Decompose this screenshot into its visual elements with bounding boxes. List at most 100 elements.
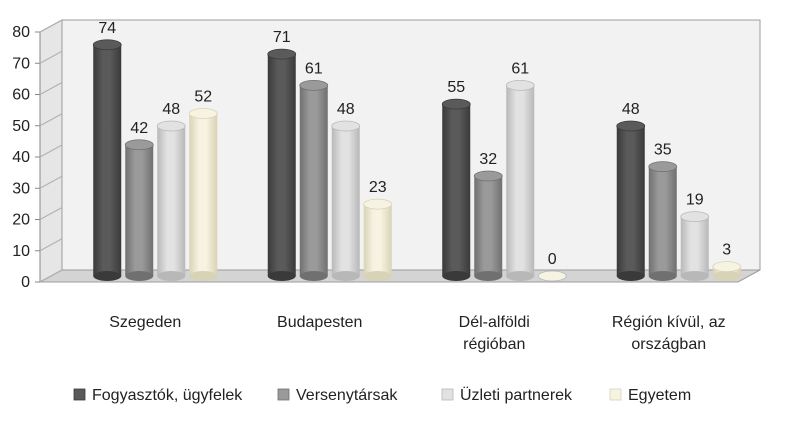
bar-top [648, 161, 678, 173]
bar-top [473, 170, 503, 182]
bar-body [506, 85, 535, 276]
legend-swatch [73, 388, 86, 401]
bar [537, 270, 567, 282]
bar-top [299, 79, 329, 91]
bar [124, 139, 154, 281]
legend-swatch [277, 388, 290, 401]
bar-top [188, 108, 218, 119]
data-label: 35 [654, 142, 672, 159]
data-label: 0 [548, 251, 557, 268]
bar-base [363, 271, 392, 281]
bars [92, 39, 742, 282]
bar-base [616, 271, 645, 281]
x-category-label: Budapesten [277, 314, 362, 331]
bar-body [189, 113, 218, 276]
bar-body [442, 104, 471, 276]
data-label: 48 [622, 101, 640, 118]
y-tick-diagonal [39, 207, 63, 220]
y-tick-label: 50 [12, 118, 30, 135]
y-axis: 0 10 20 30 40 50 60 70 80 [12, 19, 63, 291]
bar-body [125, 144, 154, 276]
y-tick-diagonal [39, 175, 63, 189]
bar-base [157, 271, 186, 281]
data-label: 52 [194, 89, 212, 106]
bar [441, 98, 471, 281]
y-tick-label: 10 [12, 243, 30, 260]
bar-top [363, 198, 393, 210]
bar-base [506, 271, 535, 281]
bar [363, 198, 393, 281]
bar-body [616, 126, 645, 276]
bar [267, 48, 297, 281]
bar-body [299, 85, 328, 276]
bar-top [267, 48, 297, 60]
bar-top [331, 120, 361, 132]
y-tick-diagonal [39, 19, 63, 33]
bar [616, 120, 646, 281]
bar-body [474, 176, 503, 276]
data-label: 74 [98, 20, 116, 37]
bar-base [712, 271, 741, 281]
bar [92, 39, 122, 281]
bar [188, 108, 218, 281]
bar-top [156, 120, 186, 132]
y-tick-diagonal [39, 50, 63, 64]
bar-body [331, 126, 360, 276]
y-tick-label: 30 [12, 180, 30, 197]
data-label: 55 [447, 79, 465, 96]
y-tick-label: 0 [21, 274, 30, 291]
bar-body [93, 44, 122, 276]
bar-top [124, 139, 154, 151]
legend-item: Fogyasztók, ügyfelek [73, 387, 243, 404]
data-labels: 74 42 48 52 71 61 48 23 55 32 61 0 48 35 19 3 [98, 20, 731, 268]
y-tick-diagonal [39, 144, 63, 158]
y-tick-diagonal [39, 82, 63, 95]
data-label: 23 [369, 179, 387, 196]
y-tick-label: 20 [12, 212, 30, 229]
legend-label: Üzleti partnerek [460, 386, 573, 404]
data-label: 61 [511, 60, 529, 77]
bar-top [537, 270, 567, 282]
data-label: 48 [162, 101, 180, 118]
bar-base [299, 271, 328, 281]
y-tick-diagonal [39, 238, 63, 252]
bar-body [267, 54, 296, 276]
bar-top [680, 211, 710, 223]
bar-base [267, 271, 296, 281]
bar-base [125, 271, 154, 281]
bar [648, 161, 678, 281]
data-label: 42 [130, 120, 148, 137]
bar [680, 211, 710, 281]
bar-body [363, 204, 392, 276]
bar-base [474, 271, 503, 281]
x-category-label: Szegeden [109, 314, 181, 331]
bar-base [93, 271, 122, 281]
data-label: 19 [686, 192, 704, 209]
bar-top [441, 98, 471, 110]
data-label: 48 [337, 101, 355, 118]
data-label: 3 [722, 242, 731, 259]
y-tick-label: 40 [12, 149, 30, 166]
y-tick-label: 70 [12, 55, 30, 72]
bar-base [442, 271, 471, 281]
x-category-label: Régión kívül, az országban [612, 314, 726, 353]
bar [156, 120, 186, 281]
legend-item: Üzleti partnerek [441, 386, 573, 404]
y-tick-label: 80 [12, 24, 30, 41]
bar-base [331, 271, 360, 281]
legend-item: Versenytársak [277, 387, 398, 404]
legend-swatch [609, 388, 622, 401]
y-tick-diagonal [39, 269, 63, 283]
y-tick-label: 60 [12, 87, 30, 104]
bar [331, 120, 361, 281]
bar-body [648, 166, 677, 276]
legend-label: Versenytársak [296, 387, 398, 404]
legend-label: Egyetem [628, 387, 691, 404]
bar-top [505, 79, 535, 91]
bar-body [157, 126, 186, 276]
data-label: 61 [305, 60, 323, 77]
bar-top [616, 120, 646, 132]
bar-base [189, 271, 218, 281]
